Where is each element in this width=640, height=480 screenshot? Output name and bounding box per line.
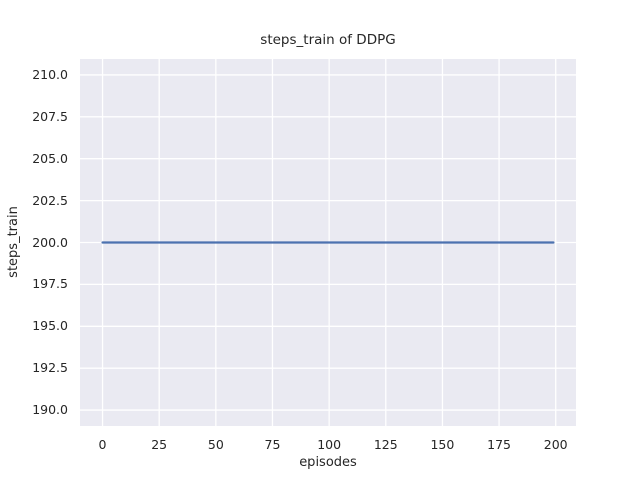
x-axis-label: episodes [299,455,357,470]
x-tick-label: 150 [430,437,455,452]
x-tick-label: 0 [98,437,107,452]
y-tick-label: 207.5 [32,108,68,124]
y-tick-label: 202.5 [32,192,68,208]
x-tick-label: 50 [207,437,224,452]
x-tick-label: 125 [373,437,398,452]
x-tick-label: 175 [487,437,511,452]
plot-canvas [80,59,576,426]
y-tick-label: 210.0 [32,66,68,82]
plot-area [80,59,576,426]
y-tick-label: 197.5 [32,276,68,292]
chart-title: steps_train of DDPG [260,32,396,48]
y-tick-label: 190.0 [32,402,68,418]
x-tick-label: 75 [264,437,281,452]
x-tick-label: 25 [151,437,168,452]
y-tick-label: 200.0 [32,234,68,250]
x-tick-label: 200 [543,437,568,452]
y-axis-label: steps_train [6,206,21,278]
y-tick-label: 205.0 [32,150,68,166]
y-tick-label: 195.0 [32,318,68,334]
x-tick-label: 100 [317,437,342,452]
y-tick-label: 192.5 [32,360,68,376]
